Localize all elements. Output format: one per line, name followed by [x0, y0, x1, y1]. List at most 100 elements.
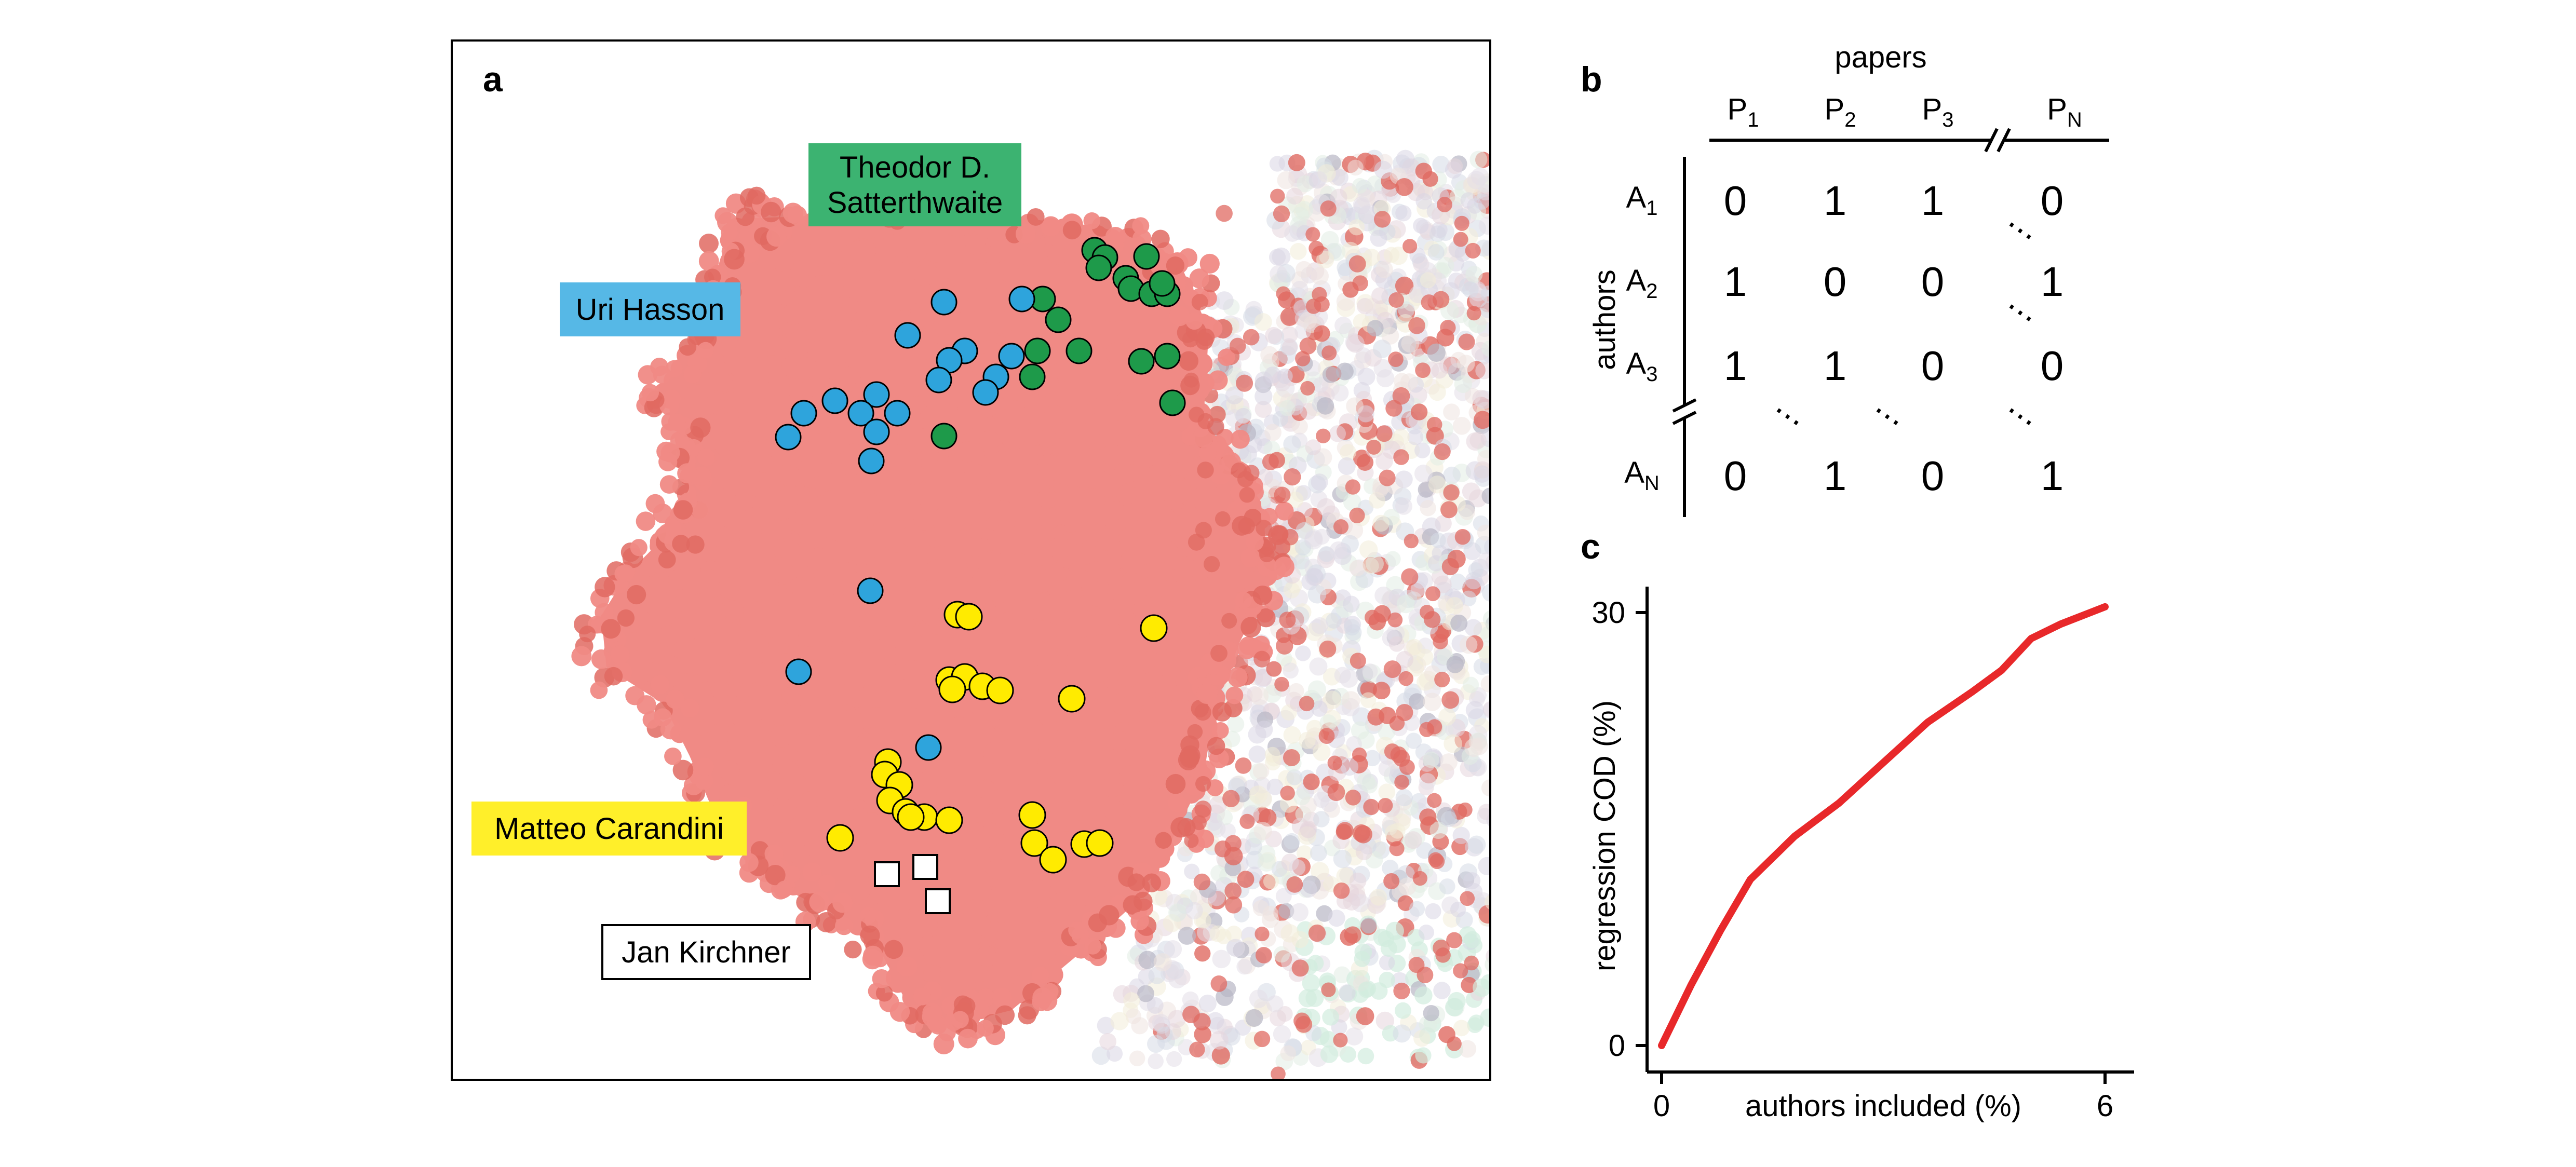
cluster-point	[949, 791, 969, 810]
cluster-point	[828, 780, 848, 800]
cluster-point	[1157, 724, 1178, 745]
background-point	[1289, 859, 1306, 876]
scattered-point	[1271, 1066, 1286, 1081]
cluster-point	[992, 465, 1015, 486]
cluster-point	[1016, 536, 1037, 558]
background-point	[1481, 487, 1491, 505]
background-point	[1209, 925, 1226, 942]
scattered-point	[1385, 400, 1402, 417]
satterthwaite-paper-marker	[1085, 254, 1112, 281]
background-point	[1456, 355, 1475, 373]
background-point	[1360, 692, 1377, 708]
background-point	[1356, 1007, 1374, 1025]
scattered-point	[1408, 317, 1425, 334]
kirchner-paper-marker	[874, 861, 900, 887]
cluster-point	[1053, 381, 1073, 401]
background-point	[1226, 939, 1245, 957]
background-point	[1249, 785, 1268, 804]
scattered-point	[1427, 719, 1442, 735]
background-point	[1281, 326, 1298, 344]
scattered-point	[1319, 640, 1337, 658]
cluster-point	[967, 797, 988, 818]
cluster-point	[702, 642, 724, 664]
cluster-point	[1030, 412, 1049, 431]
scattered-point	[1225, 896, 1243, 914]
background-point	[1264, 424, 1282, 441]
background-point	[1307, 955, 1324, 971]
background-point	[1349, 560, 1366, 577]
scattered-point	[1191, 293, 1208, 310]
background-point	[1164, 940, 1182, 958]
scattered-point	[1282, 528, 1299, 546]
cluster-point	[905, 377, 924, 397]
cluster-point	[746, 397, 768, 419]
background-point	[1322, 366, 1339, 383]
cluster-edge-point	[1225, 686, 1244, 704]
cluster-point	[1002, 764, 1022, 784]
cluster-edge-point	[660, 718, 681, 740]
cluster-point	[1101, 302, 1121, 322]
cluster-point	[949, 858, 970, 880]
background-point	[1478, 857, 1491, 875]
background-point	[1225, 386, 1244, 405]
background-point	[1322, 1008, 1339, 1026]
scattered-point	[1188, 534, 1205, 551]
cluster-point	[1001, 849, 1023, 871]
cluster-point	[810, 275, 830, 295]
background-point	[1277, 368, 1293, 384]
matrix-cell: 0	[2041, 178, 2064, 224]
scattered-point	[1274, 486, 1291, 504]
background-point	[1306, 720, 1323, 737]
scattered-point	[1453, 963, 1468, 979]
cluster-point	[820, 294, 842, 317]
background-point	[1478, 216, 1491, 235]
cluster-point	[735, 337, 756, 358]
background-point	[1423, 1005, 1439, 1022]
scattered-point	[1270, 188, 1285, 204]
scattered-point	[1365, 609, 1380, 626]
cluster-point	[767, 270, 789, 292]
background-point	[1418, 924, 1434, 941]
cluster-point	[751, 789, 774, 811]
background-point	[1343, 893, 1360, 911]
scattered-point	[1465, 242, 1481, 259]
cluster-point	[864, 301, 883, 321]
background-point	[1212, 949, 1231, 969]
annotation-kirchner-box	[601, 924, 811, 980]
scattered-point	[1214, 840, 1232, 858]
cluster-point	[1093, 283, 1113, 303]
ellipsis-mark: ⋯	[1998, 207, 2044, 253]
hasson-paper-marker	[1008, 286, 1035, 313]
cluster-edge-point	[787, 206, 807, 225]
satterthwaite-paper-marker	[1154, 343, 1181, 370]
cluster-edge-point	[1167, 793, 1186, 812]
background-point	[1459, 1040, 1477, 1058]
cluster-point	[841, 447, 861, 468]
background-point	[1166, 1051, 1182, 1067]
cluster-point	[703, 596, 724, 618]
background-point	[1264, 747, 1280, 763]
cluster-point	[741, 630, 762, 650]
cluster-edge-point	[658, 551, 676, 569]
background-point	[1346, 334, 1365, 353]
cluster-point	[1071, 317, 1091, 337]
background-point	[1428, 476, 1447, 494]
cluster-point	[1133, 798, 1154, 819]
scattered-point	[1426, 416, 1442, 432]
carandini-paper-marker	[955, 603, 983, 631]
scattered-point	[1255, 947, 1272, 964]
background-point	[1184, 863, 1200, 879]
background-point	[1480, 285, 1491, 303]
cluster-point	[1175, 649, 1198, 672]
background-point	[1469, 151, 1488, 169]
cluster-point	[760, 250, 780, 270]
cluster-point	[1118, 666, 1139, 687]
background-point	[1367, 175, 1384, 193]
background-point	[1450, 614, 1468, 632]
scattered-point	[1387, 612, 1403, 628]
background-point	[1336, 362, 1354, 381]
cluster-point	[807, 433, 829, 455]
cluster-edge-point	[653, 365, 671, 384]
scattered-point	[1187, 724, 1203, 740]
cluster-point	[1017, 749, 1038, 769]
